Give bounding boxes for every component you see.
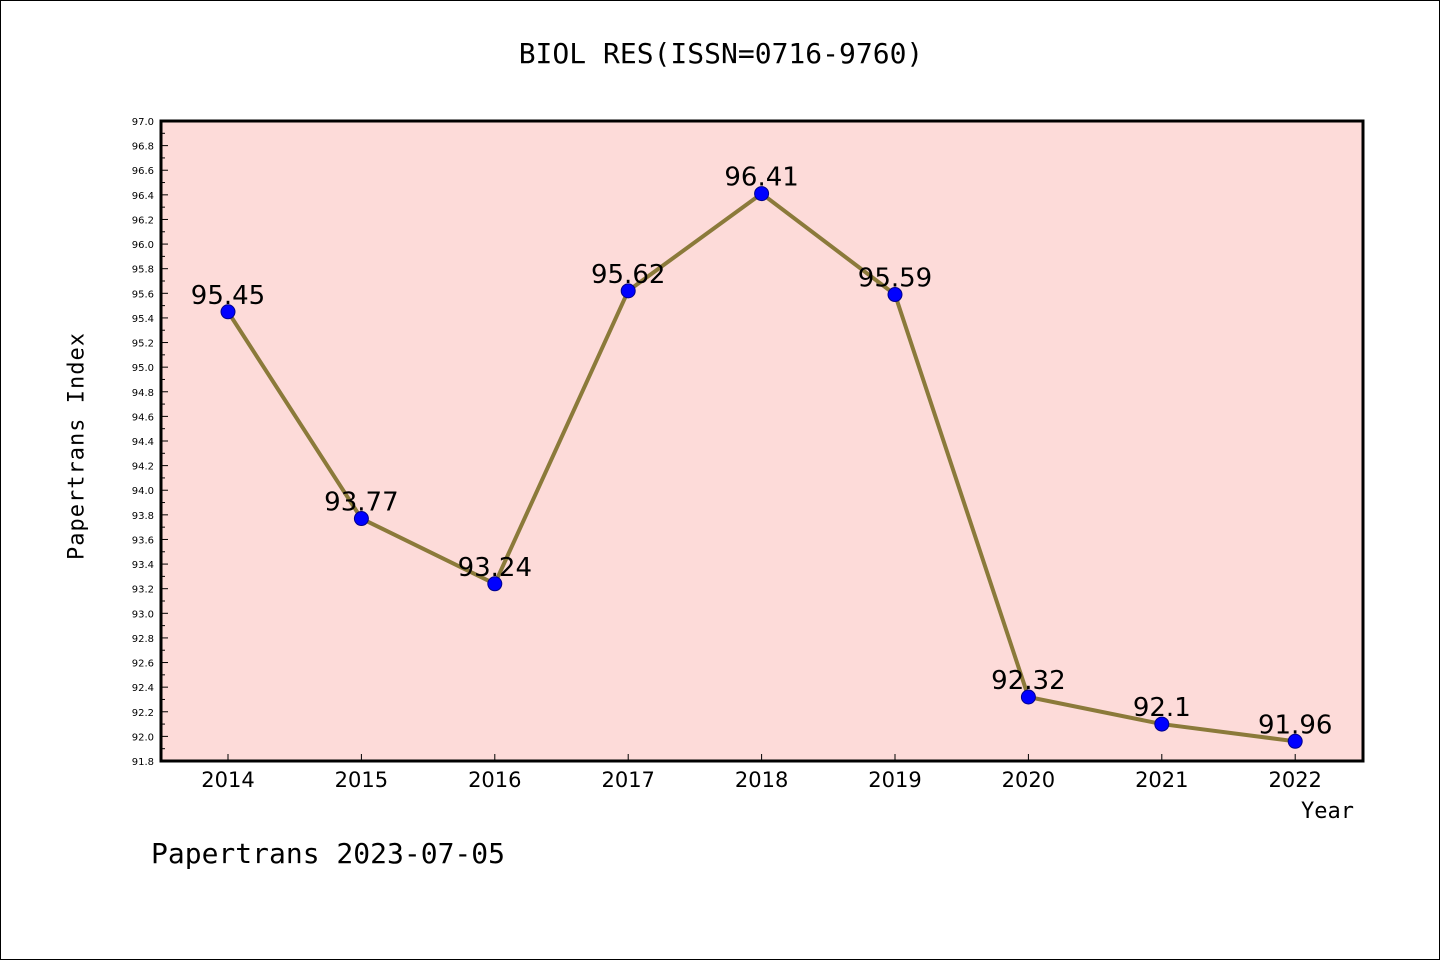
y-tick-label: 96.2 xyxy=(132,215,154,226)
y-tick-label: 94.8 xyxy=(132,388,154,399)
y-tick-label: 95.4 xyxy=(132,314,154,325)
data-label: 96.41 xyxy=(724,163,798,193)
data-label: 95.62 xyxy=(591,260,665,290)
y-tick-label: 96.4 xyxy=(132,191,154,202)
x-tick-label: 2014 xyxy=(201,768,254,792)
data-point xyxy=(754,186,770,202)
y-tick-label: 92.6 xyxy=(132,659,154,670)
data-label: 93.77 xyxy=(324,488,398,518)
x-tick-label: 2020 xyxy=(1002,768,1055,792)
x-tick-label: 2021 xyxy=(1135,768,1188,792)
x-tick-label: 2018 xyxy=(735,768,788,792)
data-point xyxy=(353,511,369,527)
y-tick-label: 96.6 xyxy=(132,166,154,177)
y-tick-label: 96.0 xyxy=(132,240,154,251)
data-point xyxy=(620,283,636,299)
plot-border xyxy=(159,119,1365,763)
y-tick-label: 93.8 xyxy=(132,511,154,522)
x-tick-label: 2015 xyxy=(335,768,388,792)
footer-text: Papertrans 2023-07-05 xyxy=(151,837,506,870)
data-label: 91.96 xyxy=(1258,710,1332,740)
y-tick-label: 92.4 xyxy=(132,683,154,694)
y-tick-label: 93.4 xyxy=(132,560,154,571)
y-tick-label: 95.6 xyxy=(132,289,154,300)
y-tick-label: 92.8 xyxy=(132,634,154,645)
y-tick-label: 97.0 xyxy=(132,117,154,128)
y-tick-label: 94.4 xyxy=(132,437,154,448)
data-label: 95.45 xyxy=(191,281,265,311)
y-tick-label: 94.2 xyxy=(132,462,154,473)
y-tick-label: 92.0 xyxy=(132,732,154,743)
y-tick-label: 95.8 xyxy=(132,265,154,276)
y-tick-label: 93.0 xyxy=(132,609,154,620)
y-tick-label: 94.6 xyxy=(132,412,154,423)
data-label: 92.32 xyxy=(991,666,1065,696)
plot-area xyxy=(161,121,1363,761)
y-tick-label: 95.2 xyxy=(132,339,154,350)
x-axis-label: Year xyxy=(1301,799,1354,824)
x-tick-label: 2016 xyxy=(468,768,521,792)
chart-title: BIOL RES(ISSN=0716-9760) xyxy=(518,37,924,70)
y-tick-label: 93.2 xyxy=(132,585,154,596)
data-label: 93.24 xyxy=(458,553,532,583)
data-point xyxy=(1287,733,1303,749)
data-point xyxy=(1154,716,1170,732)
data-point xyxy=(1020,689,1036,705)
data-label: 92.1 xyxy=(1133,693,1191,723)
data-label: 95.59 xyxy=(858,264,932,294)
x-tick-label: 2017 xyxy=(601,768,654,792)
x-tick-label: 2019 xyxy=(868,768,921,792)
y-tick-label: 92.2 xyxy=(132,708,154,719)
data-point xyxy=(487,576,503,592)
x-tick-label: 2022 xyxy=(1268,768,1321,792)
y-tick-label: 96.8 xyxy=(132,142,154,153)
data-point xyxy=(887,287,903,303)
y-tick-label: 93.6 xyxy=(132,535,154,546)
data-point xyxy=(220,304,236,320)
y-tick-label: 95.0 xyxy=(132,363,154,374)
y-tick-label: 91.8 xyxy=(132,757,154,768)
y-tick-label: 94.0 xyxy=(132,486,154,497)
